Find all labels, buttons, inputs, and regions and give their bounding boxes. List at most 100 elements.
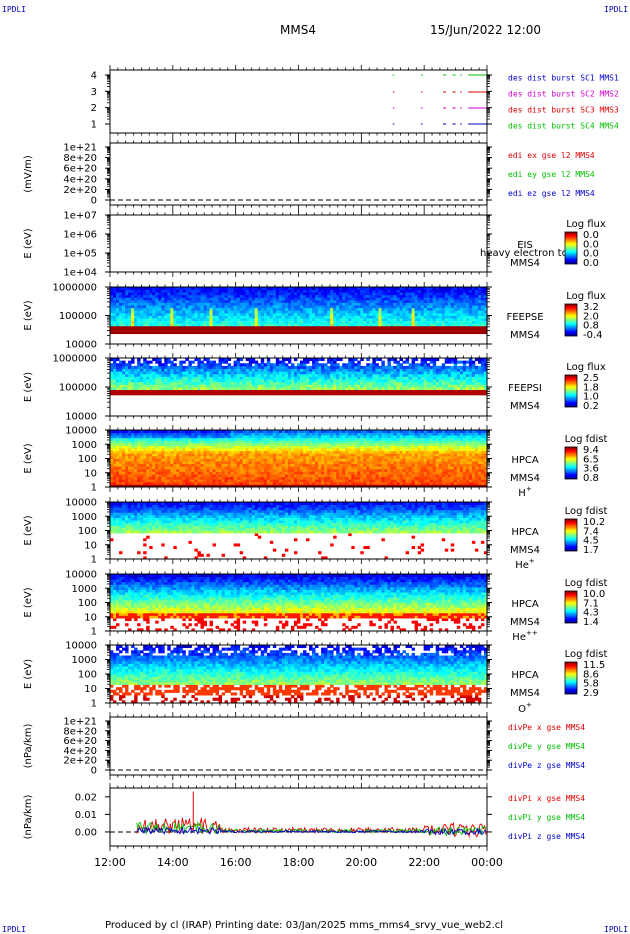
spectrogram-cell [263,376,268,380]
spectrogram-cell [363,387,367,391]
spectrogram-cell [345,387,349,391]
spectrogram-cell [333,358,337,362]
spectrogram-cell [357,289,361,293]
spectrogram-cell [242,315,247,319]
spectrogram-cell [318,365,322,369]
spectrogram-cell [197,392,201,396]
spectrogram-cell [146,458,150,462]
spectrogram-cell [116,287,120,290]
spectrogram-cell [128,302,132,306]
spectrogram-cell [369,376,373,380]
spectrogram-cell [113,363,117,367]
spectrogram-cell [369,389,373,393]
spectrogram-cell [170,387,174,391]
spectrogram-cell [122,389,126,393]
spectrogram-cell [321,331,325,335]
spectrogram-cell [402,365,406,369]
spectrogram-cell [293,323,298,327]
spectrogram-cell [266,307,271,311]
spectrogram-cell [296,289,301,293]
spectrogram-cell [393,389,397,393]
spectrogram-cell [420,297,425,301]
spectrogram-cell [366,299,370,303]
spectrogram-cell [372,384,376,388]
spectrogram-cell [278,371,283,375]
spectrogram-cell [221,307,226,311]
spectrogram-cell [296,297,301,301]
spectrogram-cell [375,315,379,319]
spectrogram-cell [324,379,328,383]
spectrogram-cell [399,325,403,329]
spectrogram-cell [161,379,165,383]
spectrogram-cell [278,373,283,377]
spectrogram-cell [363,381,367,385]
spectrogram-cell [306,384,310,388]
spectrogram-cell [224,305,229,309]
spectrogram-cell [272,307,277,311]
spectrogram-cell [354,384,358,388]
spectrogram-cell [218,299,222,303]
spectrogram-cell [477,310,482,314]
spectrogram-cell [300,331,304,335]
spectrogram-cell [137,432,141,436]
spectrogram-cell [236,365,241,369]
spectrogram-cell [444,331,449,335]
spectrogram-cell [432,302,437,306]
spectrogram-cell [293,294,298,298]
spectrogram-cell [146,302,150,306]
spectrogram-cell [300,373,304,377]
spectrogram-cell [212,318,216,322]
spectrogram-cell [212,294,216,298]
spectrogram-cell [324,294,328,298]
spectrogram-cell [300,323,304,327]
spectrogram-cell [303,358,307,362]
spectrogram-cell [303,292,307,296]
spectrogram-cell [227,294,232,298]
spectrogram-cell [140,479,144,483]
spectrogram-cell [296,287,301,290]
spectrogram-cell [227,325,232,329]
spectrogram-cell [113,307,117,311]
colorbar-title-feepse: Log flux [566,291,606,302]
spectrogram-cell [242,305,247,309]
spectrogram-cell [134,310,138,314]
spectrogram-cell [230,365,235,369]
spectrogram-cell [438,302,443,306]
spectrogram-cell [197,376,201,380]
spectrogram-cell [134,468,138,472]
spectrogram-cell [275,363,280,367]
spectrogram-cell [113,392,117,396]
spectrogram-cell [125,432,129,436]
spectrogram-cell [390,289,394,293]
spectrogram-cell [441,368,446,372]
y-tick-label-eis: 1e+05 [63,249,97,260]
spectrogram-cell [296,331,301,335]
spectrogram-cell [206,310,210,314]
spectrogram-cell [113,440,117,444]
spectrogram-cell [468,323,473,327]
spectrogram-cell [381,376,385,380]
spectrogram-cell [360,365,364,369]
spectrogram-cell [113,458,117,462]
spectrogram-cell [417,392,422,396]
spectrogram-cell [426,323,431,327]
spectrogram-cell [384,297,388,301]
spectrogram-cell [293,305,298,309]
spectrogram-cell [194,373,198,377]
spectrogram-cell [348,358,352,362]
spectrogram-cell [348,323,352,327]
spectrogram-cell [471,323,476,327]
spectrogram-cell [435,289,440,293]
spectrogram-cell [149,318,153,322]
spectrogram-cell [221,310,226,314]
spectrogram-cell [218,328,222,332]
spectrogram-cell [125,363,129,367]
spectrogram-cell [369,371,373,375]
spectrogram-cell [477,392,482,396]
spectrogram-cell [366,307,370,311]
spectrogram-cell [185,312,189,316]
spectrogram-cell [284,363,289,367]
spectrogram-cell [369,387,373,391]
spectrogram-cell [387,305,391,309]
spectrogram-cell [113,373,117,377]
